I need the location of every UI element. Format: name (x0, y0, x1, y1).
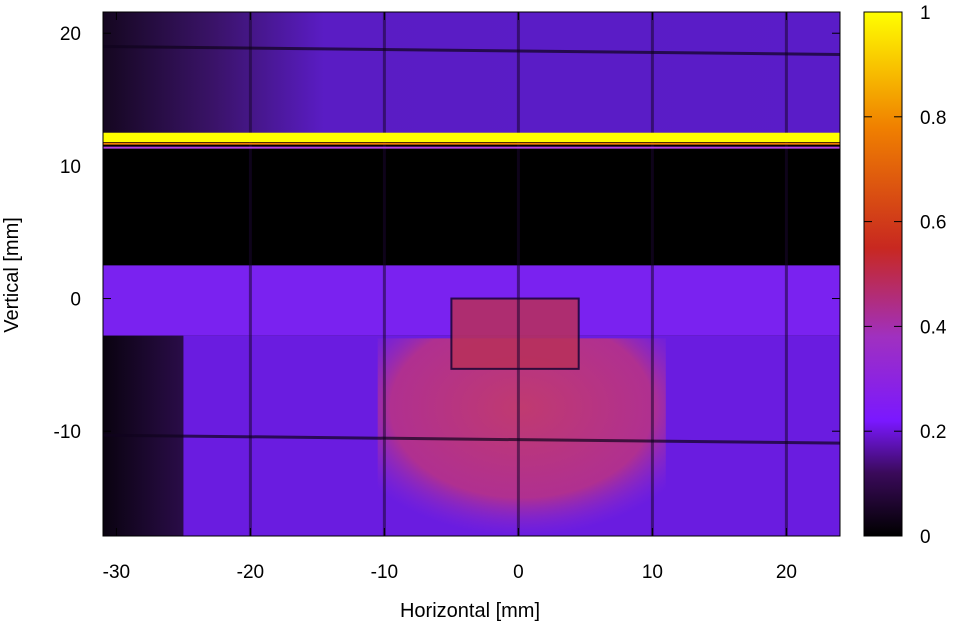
stripe-orange-edge (103, 142, 840, 145)
region-inner-box (450, 297, 580, 370)
colorbar-tick-label-1: 0.2 (920, 422, 946, 443)
colorbar-gradient (863, 11, 903, 537)
colorbar-tick-label-5: 1 (920, 3, 931, 24)
colorbar-tick-label-2: 0.4 (920, 317, 947, 338)
colorbar-tick-label-3: 0.6 (920, 213, 946, 234)
x-tick-label-10: 10 (642, 562, 663, 583)
plot-border (102, 11, 841, 537)
y-axis-title: Vertical [mm] (1, 217, 23, 333)
stripe-violet-edge (103, 146, 840, 149)
region-dark-gap (103, 148, 840, 266)
axes: -30 -20 -10 0 10 20 -10 0 10 20 (54, 12, 840, 583)
y-tick-label-0: 0 (70, 290, 81, 311)
x-tick-label--30: -30 (103, 562, 130, 583)
region-upper-band (103, 12, 840, 136)
shadow-line-horizontal-1 (102, 433, 841, 445)
x-tick-label--20: -20 (237, 562, 264, 583)
plot-area (102, 11, 841, 537)
region-bright-stripe (103, 132, 840, 143)
x-axis-title: Horizontal [mm] (400, 600, 540, 622)
colorbar-tick-label-0: 0 (920, 527, 931, 548)
y-tick-label--10: -10 (54, 422, 81, 443)
y-tick-label-10: 10 (60, 157, 81, 178)
y-tick-label-20: 20 (60, 24, 81, 45)
shadow-line-horizontal-0 (102, 44, 841, 56)
colorbar: 0 0.2 0.4 0.6 0.8 1 (863, 3, 947, 548)
x-tick-label-0: 0 (513, 562, 524, 583)
x-tick-label-20: 20 (776, 562, 797, 583)
colorbar-tick-label-4: 0.8 (920, 108, 946, 129)
x-tick-label--10: -10 (371, 562, 398, 583)
